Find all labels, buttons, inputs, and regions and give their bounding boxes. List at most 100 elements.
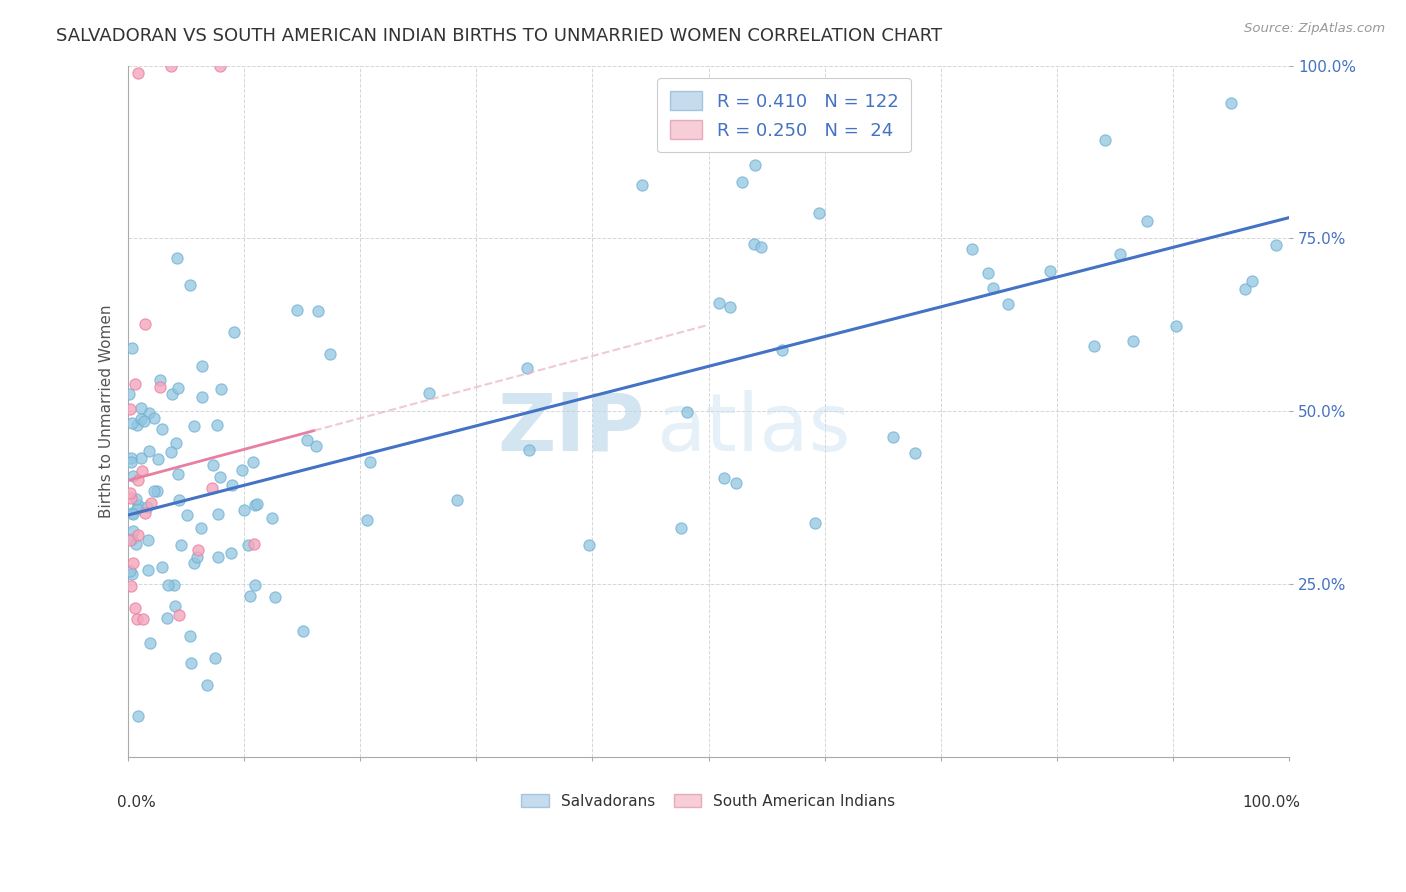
Point xyxy=(307,304,329,318)
Point xyxy=(127,473,149,487)
Point xyxy=(127,708,149,723)
Point xyxy=(165,436,187,450)
Point xyxy=(1083,339,1105,353)
Point xyxy=(120,579,142,593)
Point xyxy=(516,360,538,375)
Point xyxy=(183,418,205,433)
Point xyxy=(131,464,153,478)
Point xyxy=(129,401,152,415)
Point xyxy=(246,497,269,511)
Point xyxy=(166,251,188,265)
Point xyxy=(121,341,143,355)
Point xyxy=(882,430,904,444)
Point xyxy=(167,467,190,482)
Point xyxy=(122,508,145,522)
Point xyxy=(983,281,1005,295)
Point xyxy=(149,373,172,387)
Point xyxy=(713,471,735,485)
Y-axis label: Births to Unmarried Women: Births to Unmarried Women xyxy=(100,304,114,518)
Point xyxy=(977,266,1000,280)
Point xyxy=(146,483,169,498)
Point xyxy=(263,590,285,604)
Point xyxy=(997,297,1019,311)
Point xyxy=(190,390,212,404)
Point xyxy=(707,296,730,310)
Point xyxy=(718,300,741,314)
Point xyxy=(803,516,825,530)
Point xyxy=(242,455,264,469)
Point xyxy=(231,463,253,477)
Point xyxy=(160,387,183,401)
Point xyxy=(239,590,262,604)
Point xyxy=(297,433,319,447)
Point xyxy=(671,521,693,535)
Point xyxy=(418,385,440,400)
Point xyxy=(1164,319,1187,334)
Point xyxy=(139,496,162,510)
Point xyxy=(233,503,256,517)
Point xyxy=(630,178,652,192)
Point xyxy=(209,59,232,73)
Point xyxy=(187,542,209,557)
Point xyxy=(135,500,157,514)
Point xyxy=(207,418,229,433)
Point xyxy=(156,577,179,591)
Point xyxy=(120,485,142,500)
Point xyxy=(122,524,145,538)
Point xyxy=(121,557,143,571)
Point xyxy=(1264,238,1286,252)
Point xyxy=(742,236,765,251)
Point xyxy=(125,491,148,506)
Point xyxy=(129,412,152,426)
Point xyxy=(120,533,142,547)
Point xyxy=(118,387,141,401)
Point xyxy=(129,450,152,465)
Point xyxy=(201,482,224,496)
Point xyxy=(127,418,149,433)
Point xyxy=(202,458,225,472)
Point xyxy=(132,612,155,626)
Point xyxy=(160,59,183,73)
Point xyxy=(127,612,149,626)
Point xyxy=(125,501,148,516)
Point xyxy=(446,493,468,508)
Point xyxy=(749,239,772,253)
Point xyxy=(138,443,160,458)
Point xyxy=(1240,273,1263,287)
Point xyxy=(962,243,984,257)
Legend: Salvadorans, South American Indians: Salvadorans, South American Indians xyxy=(516,788,901,815)
Point xyxy=(136,533,159,548)
Point xyxy=(146,451,169,466)
Point xyxy=(191,359,214,373)
Point xyxy=(120,455,142,469)
Point xyxy=(744,158,766,172)
Point xyxy=(124,600,146,615)
Point xyxy=(731,175,754,189)
Point xyxy=(124,376,146,391)
Point xyxy=(167,608,190,623)
Point xyxy=(1220,95,1243,110)
Point xyxy=(138,406,160,420)
Point xyxy=(209,470,232,484)
Point xyxy=(176,508,198,522)
Point xyxy=(186,549,208,564)
Point xyxy=(209,382,232,396)
Text: Source: ZipAtlas.com: Source: ZipAtlas.com xyxy=(1244,22,1385,36)
Point xyxy=(517,442,540,457)
Point xyxy=(1234,282,1257,296)
Point xyxy=(180,656,202,670)
Point xyxy=(118,564,141,578)
Point xyxy=(167,492,190,507)
Point xyxy=(1122,334,1144,348)
Point xyxy=(195,678,218,692)
Point xyxy=(118,401,141,416)
Point xyxy=(1038,263,1060,277)
Point xyxy=(1136,214,1159,228)
Point xyxy=(190,521,212,535)
Point xyxy=(127,498,149,512)
Text: SALVADORAN VS SOUTH AMERICAN INDIAN BIRTHS TO UNMARRIED WOMEN CORRELATION CHART: SALVADORAN VS SOUTH AMERICAN INDIAN BIRT… xyxy=(56,27,942,45)
Point xyxy=(167,381,190,395)
Point xyxy=(127,65,149,79)
Point xyxy=(183,556,205,570)
Point xyxy=(221,478,243,492)
